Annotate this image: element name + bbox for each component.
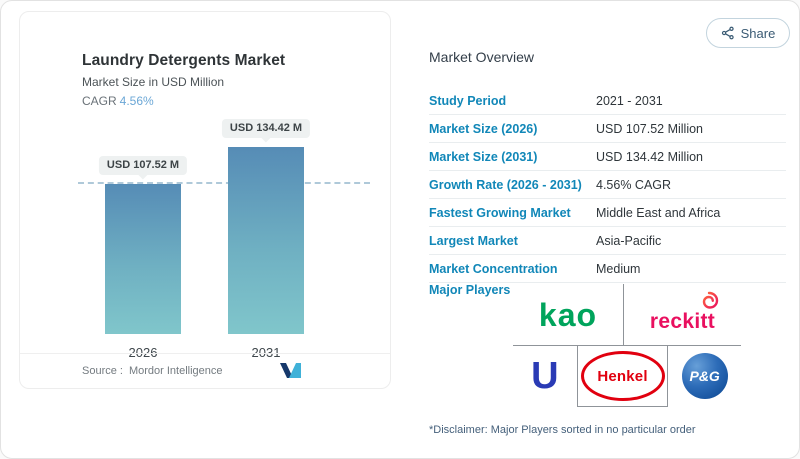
cagr-value: 4.56%: [119, 94, 154, 108]
bar-value-badge-2026: USD 107.52 M: [98, 156, 188, 175]
major-players-grid: kao reckitt U: [513, 284, 741, 407]
disclaimer-text: *Disclaimer: Major Players sorted in no …: [429, 424, 696, 436]
cagr-line: CAGR 4.56%: [82, 94, 285, 108]
unilever-logo: U: [531, 355, 559, 397]
chart-footer: Source : Mordor Intelligence: [20, 353, 390, 388]
row-label: Study Period: [429, 93, 507, 108]
table-row-market-size-2026: Market Size (2026) USD 107.52 Million: [429, 115, 786, 143]
pg-logo: P&G: [681, 353, 728, 399]
row-value: Middle East and Africa: [596, 205, 721, 220]
source-line: Source : Mordor Intelligence: [82, 365, 223, 377]
x-axis-label-2031: 2031: [251, 345, 281, 360]
row-label: Market Size (2031): [429, 149, 538, 164]
table-row-growth-rate: Growth Rate (2026 - 2031) 4.56% CAGR: [429, 171, 786, 199]
bar-2026: [105, 184, 181, 334]
market-overview-table: Study Period 2021 - 2031 Market Size (20…: [429, 87, 786, 283]
kao-logo: kao: [538, 296, 598, 333]
share-button[interactable]: Share: [706, 18, 790, 48]
row-label: Market Size (2026): [429, 121, 538, 136]
reckitt-logo-cell: reckitt: [624, 284, 741, 345]
table-row-fastest-growing-market: Fastest Growing Market Middle East and A…: [429, 199, 786, 227]
major-players-label: Major Players: [429, 283, 511, 297]
chart-header: Laundry Detergents Market Market Size in…: [82, 52, 285, 108]
henkel-logo-cell: Henkel: [576, 345, 669, 407]
x-axis-label-2026: 2026: [128, 345, 158, 360]
row-label: Market Concentration: [429, 261, 558, 276]
table-row-market-size-2031: Market Size (2031) USD 134.42 Million: [429, 143, 786, 171]
kao-logo-cell: kao: [513, 284, 624, 345]
market-chart-card: Laundry Detergents Market Market Size in…: [19, 11, 391, 389]
source-label: Source :: [82, 365, 123, 377]
chart-subtitle: Market Size in USD Million: [82, 75, 225, 89]
table-row-largest-market: Largest Market Asia-Pacific: [429, 227, 786, 255]
row-value: 4.56% CAGR: [596, 177, 672, 192]
row-value: 2021 - 2031: [596, 93, 663, 108]
row-label: Growth Rate (2026 - 2031): [429, 177, 582, 192]
share-icon: [721, 26, 734, 40]
row-value: Medium: [596, 261, 641, 276]
source-value: Mordor Intelligence: [128, 365, 223, 377]
pg-logo-cell: P&G: [668, 345, 741, 406]
mordor-intelligence-logo-icon: [280, 363, 301, 378]
cagr-label: CAGR: [82, 94, 117, 108]
row-value: USD 134.42 Million: [596, 149, 703, 164]
reckitt-swirl-icon: [702, 291, 719, 309]
row-value: USD 107.52 Million: [596, 121, 703, 136]
reckitt-logo: reckitt: [650, 291, 719, 333]
market-overview-heading: Market Overview: [429, 49, 535, 65]
unilever-logo-cell: U: [513, 345, 577, 406]
row-label: Largest Market: [429, 233, 518, 248]
table-row-market-concentration: Market Concentration Medium: [429, 255, 786, 283]
henkel-logo: Henkel: [580, 351, 665, 401]
row-label: Fastest Growing Market: [429, 205, 571, 220]
bar-2031: [228, 147, 304, 334]
row-value: Asia-Pacific: [596, 233, 662, 248]
reference-dashed-line: [78, 182, 370, 184]
share-button-label: Share: [740, 25, 776, 41]
chart-title: Laundry Detergents Market: [82, 52, 286, 69]
bar-value-badge-2031: USD 134.42 M: [221, 119, 311, 138]
table-row-study-period: Study Period 2021 - 2031: [429, 87, 786, 115]
